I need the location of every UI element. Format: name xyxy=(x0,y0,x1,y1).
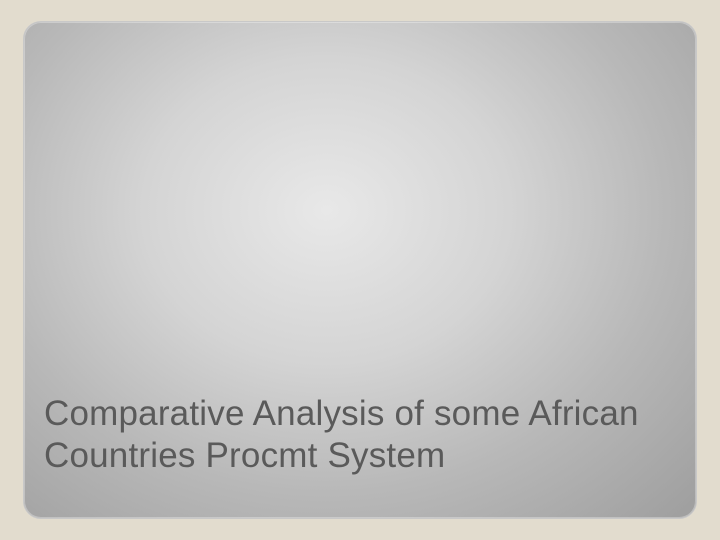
title-area: Comparative Analysis of some African Cou… xyxy=(44,393,676,476)
slide-frame: Comparative Analysis of some African Cou… xyxy=(23,21,697,519)
slide-title: Comparative Analysis of some African Cou… xyxy=(44,393,676,476)
